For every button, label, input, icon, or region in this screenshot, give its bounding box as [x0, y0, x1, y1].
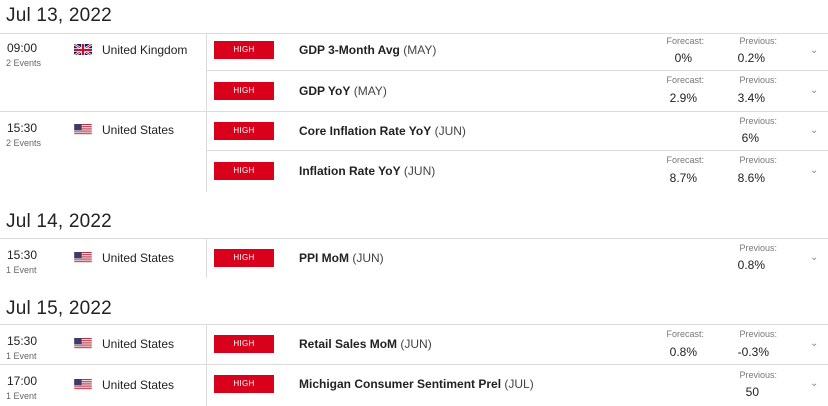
event-row[interactable]: HIGH Retail Sales MoM (JUN) Forecast: 0.… [207, 325, 828, 364]
group-divider [0, 364, 828, 365]
day-divider [0, 238, 828, 239]
chevron-down-icon[interactable]: ⌄ [810, 338, 819, 349]
event-row[interactable]: HIGH Core Inflation Rate YoY (JUN) Previ… [207, 112, 828, 150]
event-row[interactable]: HIGH GDP YoY (MAY) Forecast: 2.9% Previo… [207, 71, 828, 111]
event-name[interactable]: GDP 3-Month Avg (MAY) [299, 43, 437, 57]
events-count: 1 Event [6, 265, 37, 275]
country-name: United States [102, 251, 175, 265]
country-name: United States [102, 123, 175, 137]
previous-value: 6% [741, 131, 759, 145]
column-divider [206, 239, 207, 278]
group-divider [0, 111, 828, 112]
country-name: United States [102, 378, 175, 392]
events-count: 1 Event [6, 351, 37, 361]
chevron-down-icon[interactable]: ⌄ [810, 165, 819, 176]
importance-badge: HIGH [214, 249, 274, 267]
events-count: 2 Events [6, 58, 42, 68]
event-time: 15:30 [7, 248, 38, 262]
column-divider [206, 365, 207, 406]
event-row[interactable]: HIGH GDP 3-Month Avg (MAY) Forecast: 0% … [207, 34, 828, 70]
forecast-label: Forecast: [666, 155, 704, 165]
us-flag-icon [74, 123, 92, 135]
chevron-down-icon[interactable]: ⌄ [810, 252, 819, 263]
column-divider [206, 34, 207, 111]
event-name[interactable]: Core Inflation Rate YoY (JUN) [299, 124, 466, 138]
event-name[interactable]: PPI MoM (JUN) [299, 251, 384, 265]
importance-badge: HIGH [214, 41, 274, 59]
column-divider [206, 112, 207, 192]
day-date: Jul 13, 2022 [6, 5, 112, 26]
us-flag-icon [74, 251, 92, 263]
forecast-value: 8.7% [669, 171, 697, 185]
previous-value: 50 [745, 385, 759, 399]
us-flag-icon [74, 378, 92, 390]
column-divider [206, 325, 207, 364]
event-time: 09:00 [7, 41, 38, 55]
day-date: Jul 15, 2022 [6, 298, 112, 319]
previous-label: Previous: [739, 155, 777, 165]
event-time: 15:30 [7, 121, 38, 135]
previous-label: Previous: [739, 243, 777, 253]
chevron-down-icon[interactable]: ⌄ [810, 45, 819, 56]
previous-label: Previous: [739, 370, 777, 380]
importance-badge: HIGH [214, 375, 274, 393]
event-row[interactable]: HIGH PPI MoM (JUN) Previous: 0.8% ⌄ [207, 239, 828, 278]
day-divider [0, 33, 828, 34]
event-name[interactable]: GDP YoY (MAY) [299, 84, 387, 98]
forecast-label: Forecast: [666, 75, 704, 85]
previous-label: Previous: [739, 36, 777, 46]
importance-badge: HIGH [214, 162, 274, 180]
forecast-value: 0% [674, 51, 692, 65]
country-name: United States [102, 337, 175, 351]
event-time: 17:00 [7, 374, 38, 388]
forecast-value: 0.8% [669, 345, 697, 359]
uk-flag-icon [74, 43, 92, 55]
event-row[interactable]: HIGH Inflation Rate YoY (JUN) Forecast: … [207, 151, 828, 192]
importance-badge: HIGH [214, 82, 274, 100]
event-row[interactable]: HIGH Michigan Consumer Sentiment Prel (J… [207, 365, 828, 406]
previous-label: Previous: [739, 329, 777, 339]
previous-label: Previous: [739, 75, 777, 85]
previous-value: -0.3% [737, 345, 769, 359]
previous-value: 3.4% [737, 91, 765, 105]
event-name[interactable]: Inflation Rate YoY (JUN) [299, 164, 436, 178]
importance-badge: HIGH [214, 122, 274, 140]
chevron-down-icon[interactable]: ⌄ [810, 378, 819, 389]
us-flag-icon [74, 337, 92, 349]
day-date: Jul 14, 2022 [6, 211, 112, 232]
previous-value: 8.6% [737, 171, 765, 185]
previous-value: 0.8% [737, 258, 765, 272]
events-count: 1 Event [6, 391, 37, 401]
event-time: 15:30 [7, 334, 38, 348]
day-divider [0, 324, 828, 325]
row-divider [207, 70, 828, 71]
chevron-down-icon[interactable]: ⌄ [810, 85, 819, 96]
chevron-down-icon[interactable]: ⌄ [810, 125, 819, 136]
country-name: United Kingdom [102, 43, 188, 57]
row-divider [207, 150, 828, 151]
forecast-label: Forecast: [666, 36, 704, 46]
forecast-label: Forecast: [666, 329, 704, 339]
previous-value: 0.2% [737, 51, 765, 65]
importance-badge: HIGH [214, 335, 274, 353]
events-count: 2 Events [6, 138, 42, 148]
forecast-value: 2.9% [669, 91, 697, 105]
event-name[interactable]: Michigan Consumer Sentiment Prel (JUL) [299, 377, 534, 391]
event-name[interactable]: Retail Sales MoM (JUN) [299, 337, 432, 351]
previous-label: Previous: [739, 116, 777, 126]
